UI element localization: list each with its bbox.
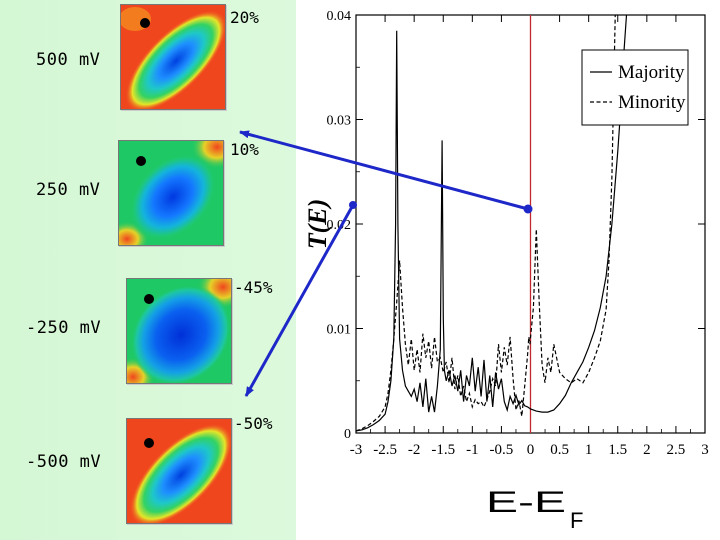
transmission-chart: -3 -2.5 -2 -1.5 -1 -0.5 0 0.5 1 1.5 2 2.5 300.010.02… <box>303 9 709 533</box>
transmission-map-neg500mV <box>126 418 232 524</box>
x-axis-title: E-E <box>486 486 566 519</box>
series-line-majority <box>356 15 628 432</box>
legend-label: Majority <box>618 62 685 83</box>
percent-label-neg500: -50% <box>234 414 273 433</box>
map-dot <box>136 156 146 166</box>
map-dot <box>140 18 150 28</box>
percent-label-500: 20% <box>230 8 259 27</box>
percent-label-neg250: -45% <box>234 278 273 297</box>
x-tick-label: -2.5 <box>373 442 397 458</box>
transmission-map-250mV <box>118 140 224 246</box>
transmission-map-500mV <box>120 4 226 110</box>
y-tick-label: 0 <box>344 427 351 442</box>
bias-label-neg250: -250 mV <box>26 318 102 338</box>
x-tick-label: -1.5 <box>431 442 455 458</box>
legend-label: Minority <box>618 92 686 113</box>
y-tick-label: 0.04 <box>327 9 352 24</box>
plot-panel: -3 -2.5 -2 -1.5 -1 -0.5 0 0.5 1 1.5 2 2.5 3 0 0.01 0.02… <box>296 0 720 540</box>
x-tick-label: -3 <box>350 442 363 458</box>
map-dot <box>144 438 154 448</box>
transmission-map-neg250mV <box>126 278 232 384</box>
x-tick-label: 2.5 <box>667 442 686 458</box>
x-tick-label: 3 <box>701 442 709 458</box>
x-axis-subscript: F <box>570 508 583 533</box>
y-tick-label: 0.01 <box>327 323 352 338</box>
percent-label-250: 10% <box>230 140 259 159</box>
y-axis-title: T(E) <box>303 199 332 250</box>
x-tick-label: 2 <box>643 442 651 458</box>
bias-label-500: 500 mV <box>36 50 101 70</box>
x-tick-label: 1.5 <box>608 442 627 458</box>
legend-box <box>581 49 689 126</box>
series-line-minority <box>356 15 616 432</box>
x-tick-label: 0 <box>527 442 535 458</box>
x-tick-label: -2 <box>408 442 421 458</box>
y-tick-label: 0.03 <box>327 114 352 129</box>
bias-label-250: 250 mV <box>36 180 101 200</box>
map-dot <box>144 294 154 304</box>
x-tick-label: 0.5 <box>550 442 569 458</box>
x-tick-label: 1 <box>585 442 593 458</box>
x-tick-label: -1 <box>466 442 479 458</box>
x-tick-label: -0.5 <box>490 442 514 458</box>
bias-label-neg500: -500 mV <box>26 452 102 472</box>
